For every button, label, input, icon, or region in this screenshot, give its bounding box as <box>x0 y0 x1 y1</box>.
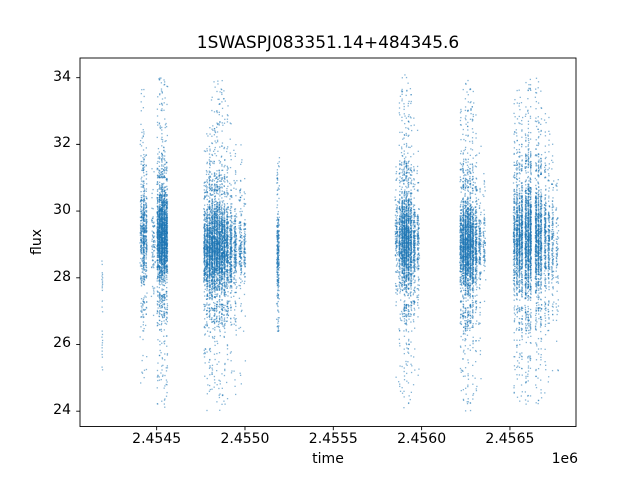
plot-title: 1SWASPJ083351.14+484345.6 <box>196 33 460 53</box>
x-tick-label: 2.4545 <box>132 431 182 447</box>
y-tick-label: 32 <box>53 135 71 152</box>
x-tick-label: 2.4550 <box>220 431 270 447</box>
y-tick-label: 28 <box>53 268 71 285</box>
x-tick-label: 2.4560 <box>397 431 447 447</box>
y-axis-label: flux <box>29 229 45 255</box>
x-tick-label: 2.4555 <box>308 431 358 447</box>
x-tick-label: 2.4565 <box>485 431 535 447</box>
y-tick-label: 26 <box>53 335 71 352</box>
y-tick-label: 24 <box>53 402 71 419</box>
x-axis-offset-label: 1e6 <box>551 451 578 467</box>
y-tick-label: 30 <box>53 202 71 219</box>
y-tick-label: 34 <box>53 68 71 85</box>
x-axis-label: time <box>312 451 344 467</box>
